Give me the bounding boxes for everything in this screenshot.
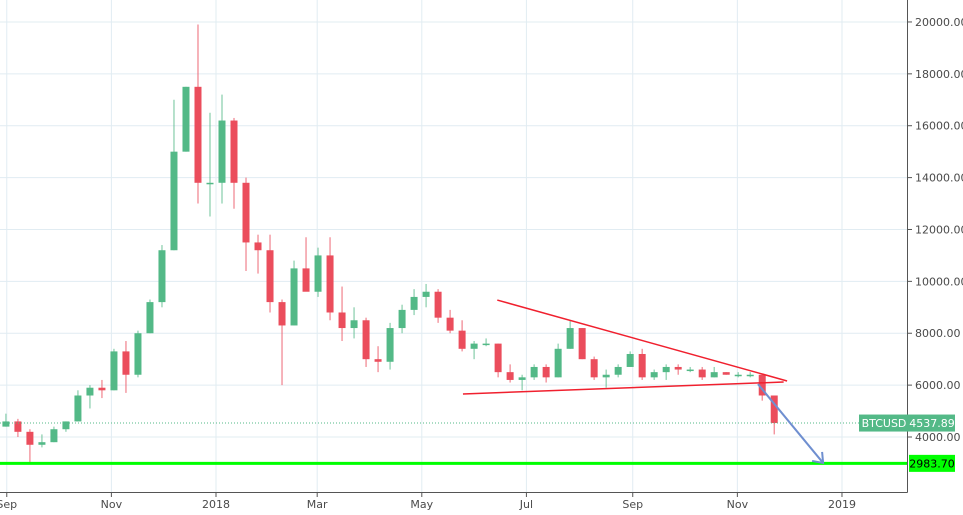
candle-up xyxy=(518,377,526,380)
candle-up xyxy=(206,182,214,185)
candle-up xyxy=(614,366,622,375)
candle-up xyxy=(650,372,658,378)
candle-down xyxy=(98,387,106,391)
candle-down xyxy=(590,359,598,378)
candle-down xyxy=(374,359,382,362)
candle-up xyxy=(158,250,166,303)
candle-down xyxy=(506,372,514,380)
candle-down xyxy=(266,250,274,303)
y-tick-label: 18000.00 xyxy=(915,68,963,81)
candle-up xyxy=(182,86,190,152)
symbol-label: BTCUSD xyxy=(862,417,907,430)
candle-down xyxy=(338,312,346,329)
target-price-badge: 2983.70 xyxy=(909,454,955,472)
candle-up xyxy=(350,320,358,329)
candle-up xyxy=(530,366,538,378)
candle-down xyxy=(578,328,586,360)
candle-up xyxy=(170,151,178,251)
candle-up xyxy=(470,343,478,349)
x-tick-label: 2018 xyxy=(202,498,230,511)
candle-down xyxy=(446,317,454,331)
y-tick-label: 12000.00 xyxy=(915,223,963,236)
candle-up xyxy=(734,374,742,377)
y-tick-label: 4000.00 xyxy=(915,431,961,444)
y-tick-label: 10000.00 xyxy=(915,275,963,288)
y-tick-label: 8000.00 xyxy=(915,327,961,340)
candle-down xyxy=(194,86,202,183)
candle-down xyxy=(242,182,250,243)
candle-up xyxy=(410,296,418,310)
candle-up xyxy=(662,366,670,373)
candle-up xyxy=(746,374,754,377)
candle-down xyxy=(458,330,466,349)
candle-down xyxy=(26,431,34,445)
candle-up xyxy=(710,372,718,378)
resistance-trendline xyxy=(497,299,788,382)
candle-down xyxy=(722,372,730,375)
candle-down xyxy=(434,291,442,318)
x-tick-label: Nov xyxy=(727,498,749,511)
candle-down xyxy=(278,302,286,326)
candle-up xyxy=(290,268,298,326)
candle-up xyxy=(74,395,82,422)
target-price-label: 2983.70 xyxy=(909,457,955,470)
x-tick-label: Sep xyxy=(622,498,643,511)
candle-up xyxy=(626,353,634,367)
candle-up xyxy=(686,369,694,372)
y-tick-label: 16000.00 xyxy=(915,120,963,133)
y-tick-label: 14000.00 xyxy=(915,172,963,185)
candle-up xyxy=(110,351,118,391)
price-axis[interactable]: 4000.00 6000.00 8000.00 10000.00 12000.00 140… xyxy=(907,16,963,444)
candle-down xyxy=(770,395,778,424)
candle-up xyxy=(62,421,70,430)
last-price-badge: BTCUSD 4537.89 xyxy=(859,414,955,432)
support-trendline xyxy=(462,381,784,395)
candle-up xyxy=(398,309,406,329)
candle-up xyxy=(554,348,562,378)
candle-up xyxy=(2,421,10,427)
projection-arrow xyxy=(757,383,824,464)
y-tick-label: 20000.00 xyxy=(915,16,963,29)
candle-up xyxy=(566,328,574,349)
candle-up xyxy=(422,291,430,297)
y-tick-label: 6000.00 xyxy=(915,379,961,392)
candle-down xyxy=(326,255,334,313)
time-axis[interactable]: Sep Nov 2018 Mar May Jul Sep Nov 2019 xyxy=(0,492,856,511)
x-tick-label: 2019 xyxy=(828,498,856,511)
candle-down xyxy=(230,120,238,183)
candle-down xyxy=(254,242,262,251)
candle-down xyxy=(494,343,502,373)
candle-down xyxy=(542,366,550,378)
grid xyxy=(0,0,907,492)
candle-down xyxy=(122,351,130,375)
last-price-label: 4537.89 xyxy=(909,417,955,430)
candle-down xyxy=(758,374,766,396)
candle-down xyxy=(362,320,370,360)
annotations xyxy=(0,299,907,465)
candle-down xyxy=(674,366,682,370)
candle-up xyxy=(134,333,142,375)
candle-down xyxy=(14,421,22,432)
candle-up xyxy=(314,255,322,292)
candle-up xyxy=(146,302,154,334)
candle-up xyxy=(86,387,94,396)
candle-up xyxy=(482,343,490,346)
candle-up xyxy=(50,429,58,443)
x-tick-label: Sep xyxy=(0,498,17,511)
candle-down xyxy=(638,353,646,378)
x-tick-label: May xyxy=(410,498,433,511)
candles xyxy=(2,24,778,463)
x-tick-label: Jul xyxy=(519,498,533,511)
projection-arrow-head xyxy=(811,451,825,465)
candle-down xyxy=(698,369,706,378)
candle-up xyxy=(38,442,46,445)
x-tick-label: Nov xyxy=(101,498,123,511)
candle-up xyxy=(386,328,394,362)
candle-up xyxy=(602,374,610,378)
x-tick-label: Mar xyxy=(307,498,328,511)
candle-up xyxy=(218,120,226,183)
candle-down xyxy=(302,268,310,292)
